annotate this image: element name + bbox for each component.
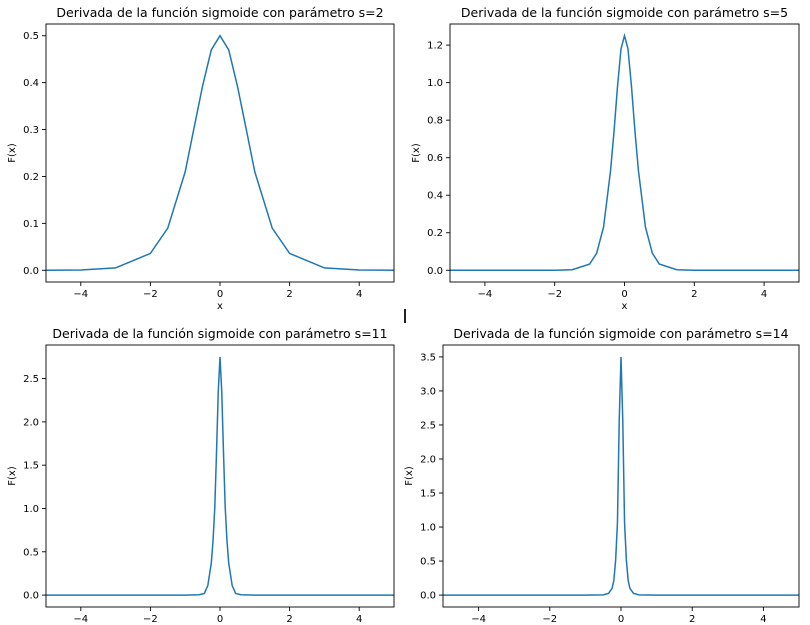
x-axis-label: x xyxy=(217,301,223,312)
y-tick-label: 1.0 xyxy=(23,504,39,515)
y-axis-label: F(x) xyxy=(404,466,415,486)
y-tick-label: 0.2 xyxy=(427,228,443,239)
text-cursor-icon xyxy=(404,309,406,323)
y-tick-label: 2.5 xyxy=(420,420,436,431)
x-tick-label: −4 xyxy=(471,614,486,625)
x-tick-label: 4 xyxy=(760,614,766,625)
y-tick-label: 0.0 xyxy=(420,591,436,602)
y-axis-label: F(x) xyxy=(7,466,18,486)
x-tick-label: 4 xyxy=(761,289,767,300)
y-tick-label: 0.0 xyxy=(23,266,39,277)
y-tick-label: 2.5 xyxy=(23,374,39,385)
y-tick-label: 0.1 xyxy=(23,219,39,230)
plot-frame xyxy=(442,344,800,608)
y-tick-label: 1.5 xyxy=(23,461,39,472)
y-tick-label: 0.5 xyxy=(420,557,436,568)
subplot-3: Derivada de la función sigmoide con pará… xyxy=(7,326,395,625)
y-tick-label: 1.2 xyxy=(427,41,443,52)
y-tick-label: 3.0 xyxy=(420,386,436,397)
y-tick-label: 0.4 xyxy=(427,191,443,202)
y-tick-label: 0.4 xyxy=(23,78,39,89)
y-tick-label: 3.5 xyxy=(420,352,436,363)
y-tick-label: 0.0 xyxy=(427,266,443,277)
plot-frame xyxy=(45,23,395,283)
y-tick-label: 1.0 xyxy=(420,523,436,534)
x-tick-label: −2 xyxy=(143,614,158,625)
x-tick-label: −2 xyxy=(143,289,158,300)
y-tick-label: 0.8 xyxy=(427,116,443,127)
y-tick-label: 0.0 xyxy=(23,591,39,602)
x-tick-label: 4 xyxy=(356,614,362,625)
x-tick-label: −4 xyxy=(478,289,493,300)
subplot-title: Derivada de la función sigmoide con pará… xyxy=(56,5,383,20)
series-line xyxy=(449,32,800,272)
x-axis-label: x xyxy=(622,301,628,312)
subplot-title: Derivada de la función sigmoide con pará… xyxy=(52,326,387,341)
subplot-title: Derivada de la función sigmoide con pará… xyxy=(453,326,788,341)
y-axis-label: F(x) xyxy=(411,143,422,163)
y-tick-label: 0.6 xyxy=(427,153,443,164)
y-tick-label: 1.5 xyxy=(420,489,436,500)
y-tick-label: 0.5 xyxy=(23,547,39,558)
plot-frame xyxy=(45,344,395,608)
x-tick-label: −4 xyxy=(73,289,88,300)
x-tick-label: −2 xyxy=(542,614,557,625)
x-tick-label: 2 xyxy=(286,614,292,625)
plot-frame xyxy=(449,23,800,283)
series-line xyxy=(45,356,395,596)
x-tick-label: 0 xyxy=(621,289,627,300)
subplot-4: Derivada de la función sigmoide con pará… xyxy=(404,326,800,625)
y-tick-label: 0.5 xyxy=(23,31,39,42)
series-line xyxy=(443,356,799,596)
series-line xyxy=(45,34,395,271)
x-tick-label: −4 xyxy=(73,614,88,625)
x-tick-label: −2 xyxy=(547,289,562,300)
y-tick-label: 1.0 xyxy=(427,78,443,89)
x-tick-label: 0 xyxy=(217,614,223,625)
x-tick-label: 0 xyxy=(217,289,223,300)
subplot-title: Derivada de la función sigmoide con pará… xyxy=(461,5,788,20)
x-tick-label: 2 xyxy=(691,289,697,300)
x-tick-label: 0 xyxy=(618,614,624,625)
y-tick-label: 0.2 xyxy=(23,172,39,183)
subplot-2: Derivada de la función sigmoide con pará… xyxy=(411,5,800,312)
x-tick-label: 2 xyxy=(286,289,292,300)
y-tick-label: 0.3 xyxy=(23,125,39,136)
y-tick-label: 2.0 xyxy=(23,417,39,428)
x-tick-label: 2 xyxy=(689,614,695,625)
y-axis-label: F(x) xyxy=(7,143,18,163)
x-tick-label: 4 xyxy=(356,289,362,300)
y-tick-label: 2.0 xyxy=(420,454,436,465)
subplot-1: Derivada de la función sigmoide con pará… xyxy=(7,5,395,312)
